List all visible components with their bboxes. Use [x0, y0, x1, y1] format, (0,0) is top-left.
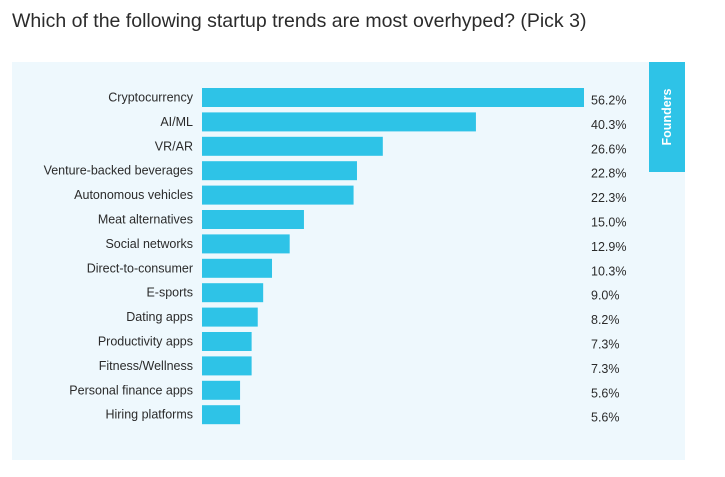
category-label: Dating apps	[126, 310, 193, 324]
value-label: 15.0%	[591, 216, 626, 230]
category-label: Fitness/Wellness	[99, 359, 193, 373]
category-label: Meat alternatives	[98, 213, 193, 227]
category-label: Hiring platforms	[105, 408, 193, 422]
value-label: 12.9%	[591, 240, 626, 254]
bar	[202, 136, 383, 156]
category-label: VR/AR	[155, 139, 193, 153]
category-label: E-sports	[146, 286, 193, 300]
bar	[202, 356, 252, 376]
category-label: AI/ML	[160, 115, 193, 129]
value-label: 5.6%	[591, 386, 620, 400]
bar	[202, 161, 357, 181]
category-label: Venture-backed beverages	[44, 164, 193, 178]
value-label: 7.3%	[591, 362, 620, 376]
value-label: 26.6%	[591, 142, 626, 156]
value-label: 8.2%	[591, 313, 620, 327]
legend-tab: Founders	[649, 62, 685, 172]
value-label: 10.3%	[591, 264, 626, 278]
value-label: 9.0%	[591, 289, 620, 303]
category-label: Cryptocurrency	[108, 91, 193, 105]
category-label: Productivity apps	[98, 335, 193, 349]
bar	[202, 283, 264, 303]
bar	[202, 234, 290, 254]
bar	[202, 210, 304, 229]
bar	[202, 112, 476, 132]
bar	[202, 332, 252, 351]
value-label: 40.3%	[591, 118, 626, 132]
bar	[202, 307, 258, 327]
value-label: 22.3%	[591, 191, 626, 205]
value-label: 22.8%	[591, 167, 626, 181]
chart-title: Which of the following startup trends ar…	[12, 10, 587, 32]
value-label: 5.6%	[591, 411, 620, 425]
bar	[202, 88, 584, 107]
category-label: Autonomous vehicles	[74, 188, 193, 202]
bar	[202, 185, 354, 205]
value-label: 56.2%	[591, 94, 626, 108]
bar	[202, 380, 241, 400]
bar	[202, 258, 273, 278]
category-label: Social networks	[105, 237, 193, 251]
category-label: Direct-to-consumer	[87, 261, 193, 275]
value-label: 7.3%	[591, 338, 620, 352]
category-label: Personal finance apps	[69, 383, 193, 397]
bar	[202, 405, 241, 425]
legend-tab-label: Founders	[660, 88, 674, 146]
